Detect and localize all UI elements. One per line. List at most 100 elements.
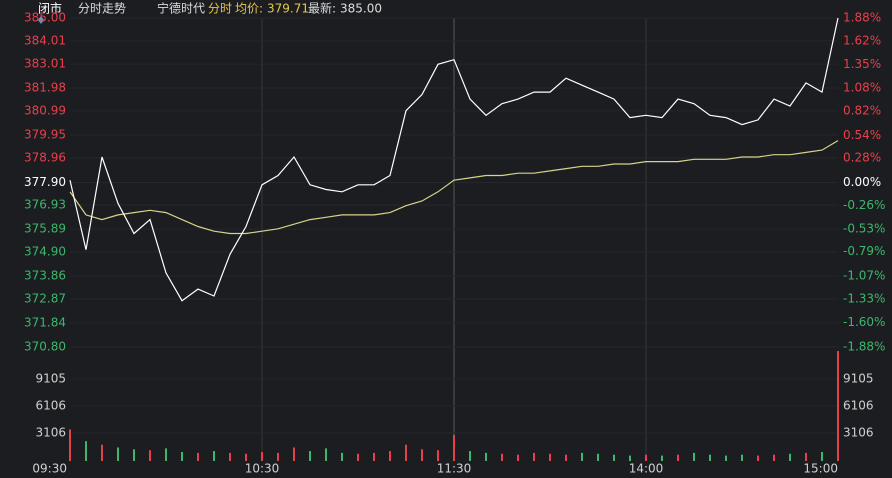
y2-tick-label: -1.60% xyxy=(843,315,885,329)
y2-tick-label: 0.54% xyxy=(843,128,881,142)
y-tick-label: 381.98 xyxy=(24,80,66,94)
volume-bar xyxy=(741,454,743,461)
y2-tick-label: 0.00% xyxy=(843,175,881,189)
y2-tick-label: -1.07% xyxy=(843,269,885,283)
y2-tick-label: -1.88% xyxy=(843,340,885,354)
volume-bar xyxy=(629,455,631,461)
y2-tick-label: -1.33% xyxy=(843,291,885,305)
volume-bar xyxy=(725,455,727,461)
volume-bar xyxy=(805,452,807,461)
volume-bar xyxy=(453,434,455,461)
y2-tick-label: -0.26% xyxy=(843,198,885,212)
volume-bar xyxy=(789,453,791,461)
y2-tick-label: 1.35% xyxy=(843,57,881,71)
volume-bar xyxy=(373,452,375,461)
volume-bar xyxy=(277,452,279,461)
price-line xyxy=(69,17,839,302)
volume-bar xyxy=(101,444,103,461)
volume-bar xyxy=(133,449,135,461)
avg-value: 379.71 xyxy=(267,2,309,16)
volume-bar xyxy=(549,453,551,461)
volume-bar xyxy=(437,450,439,461)
x-tick-label: 14:00 xyxy=(629,462,664,476)
y-tick-label: 384.01 xyxy=(24,33,66,47)
volume-bar xyxy=(565,454,567,461)
volume-bar xyxy=(229,452,231,461)
volume-tick-label: 3106 xyxy=(843,425,874,439)
y2-tick-label: -0.79% xyxy=(843,244,885,258)
volume-bar xyxy=(677,454,679,461)
volume-bar xyxy=(69,429,71,461)
y-tick-label: 376.93 xyxy=(24,197,66,211)
volume-bar xyxy=(693,452,695,461)
volume-bar xyxy=(837,350,839,461)
indicator-icon xyxy=(38,16,44,24)
volume-bar xyxy=(197,452,199,461)
y2-tick-label: 1.08% xyxy=(843,81,881,95)
y-tick-label: 375.89 xyxy=(24,222,66,236)
volume-bar xyxy=(469,451,471,461)
volume-bar xyxy=(581,452,583,461)
y-tick-label: 379.95 xyxy=(24,128,66,142)
volume-bar xyxy=(357,453,359,461)
volume-bar xyxy=(181,451,183,461)
y-tick-label: 377.90 xyxy=(24,175,66,189)
volume-bar xyxy=(165,448,167,461)
status: 闭市 xyxy=(38,1,62,16)
x-tick-label: 09:30 xyxy=(32,462,67,476)
y-tick-label: 373.86 xyxy=(24,269,66,283)
x-tick-label: 10:30 xyxy=(245,462,280,476)
avg-label: 均价: xyxy=(235,2,263,16)
y-tick-label: 385.00 xyxy=(24,11,66,25)
volume-bar xyxy=(293,447,295,461)
volume-bar xyxy=(645,454,647,461)
volume-bar xyxy=(309,451,311,461)
volume-bar xyxy=(517,454,519,461)
y2-tick-label: 0.28% xyxy=(843,151,881,165)
volume-bar xyxy=(773,454,775,461)
volume-tick-label: 6106 xyxy=(35,398,66,412)
y-tick-label: 370.80 xyxy=(24,340,66,354)
y2-tick-label: 1.62% xyxy=(843,33,881,47)
volume-tick-label: 9105 xyxy=(843,371,874,385)
volume-bar xyxy=(661,455,663,461)
volume-bar xyxy=(613,454,615,461)
y-tick-label: 371.84 xyxy=(24,315,66,329)
volume-bar xyxy=(245,453,247,461)
volume-tick-label: 6106 xyxy=(843,398,874,412)
y-tick-label: 378.96 xyxy=(24,150,66,164)
volume-bar xyxy=(597,453,599,461)
volume-bar xyxy=(757,455,759,461)
volume-tick-label: 9105 xyxy=(35,371,66,385)
volume-bar xyxy=(341,452,343,461)
y-tick-label: 380.99 xyxy=(24,103,66,117)
volume-bar xyxy=(501,453,503,461)
volume-bar xyxy=(421,449,423,461)
last-label: 最新: xyxy=(308,1,336,16)
volume-bar xyxy=(117,447,119,461)
y-tick-label: 372.87 xyxy=(24,292,66,306)
average-line xyxy=(69,140,839,235)
volume-bar xyxy=(405,444,407,461)
volume-bar xyxy=(485,452,487,461)
volume-tick-label: 3106 xyxy=(35,425,66,439)
volume-bar xyxy=(533,452,535,461)
last-value: 385.00 xyxy=(340,2,382,16)
y2-tick-label: -0.53% xyxy=(843,221,885,235)
volume-bar xyxy=(325,448,327,461)
volume-bar xyxy=(149,450,151,461)
x-tick-label: 15:00 xyxy=(803,462,838,476)
y-tick-label: 383.01 xyxy=(24,57,66,71)
tab[interactable]: 分时走势 xyxy=(78,2,126,16)
y2-tick-label: 0.82% xyxy=(843,103,881,117)
volume-bar xyxy=(709,454,711,461)
volume-bar xyxy=(261,451,263,461)
x-tick-label: 11:30 xyxy=(437,462,472,476)
y-tick-label: 374.90 xyxy=(24,245,66,259)
stock-name: 宁德时代 xyxy=(157,1,205,16)
volume-bar xyxy=(389,451,391,461)
y2-tick-label: 1.88% xyxy=(843,11,881,25)
